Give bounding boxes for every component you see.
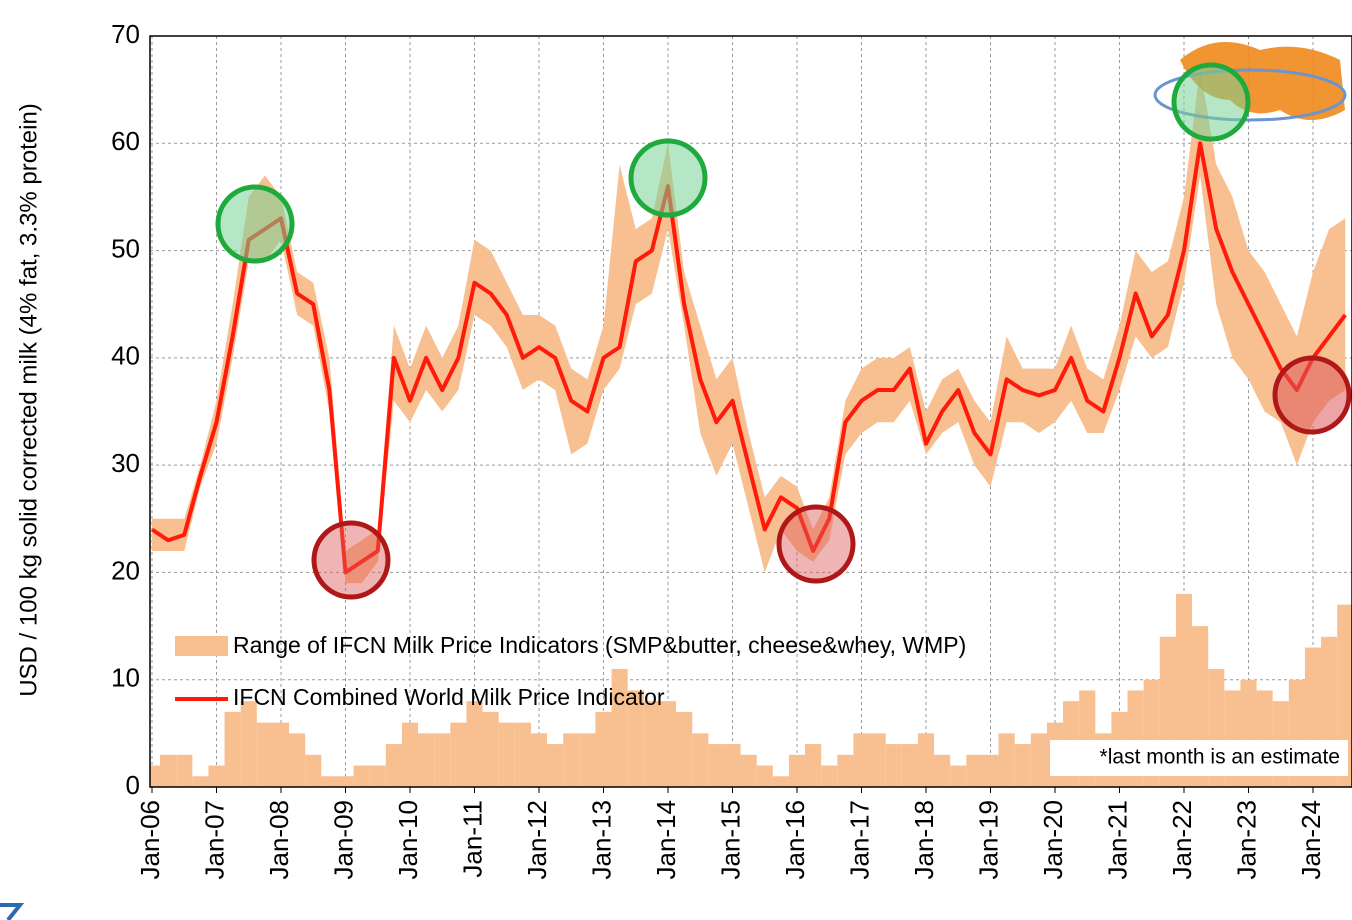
- bar: [676, 711, 693, 787]
- legend-label: IFCN Combined World Milk Price Indicator: [233, 684, 665, 710]
- annotation-bg: [1050, 740, 1348, 776]
- bar: [934, 754, 951, 787]
- bar: [434, 733, 451, 787]
- x-tick-label: Jan-09: [328, 800, 358, 880]
- annotation: *last month is an estimate: [1100, 746, 1340, 769]
- bar: [450, 722, 467, 787]
- x-tick-label: Jan-13: [586, 800, 616, 880]
- bar: [885, 744, 902, 787]
- bar: [272, 722, 290, 787]
- legend: Range of IFCN Milk Price Indicators (SMP…: [175, 632, 966, 710]
- bar: [369, 765, 386, 787]
- bar: [482, 711, 499, 787]
- legend-swatch: [175, 636, 228, 656]
- x-tick-label: Jan-12: [522, 800, 552, 880]
- bar: [998, 733, 1015, 787]
- x-tick-label: Jan-08: [264, 800, 294, 880]
- bar: [418, 733, 435, 787]
- bar: [579, 733, 596, 787]
- bar: [692, 733, 709, 787]
- bar: [901, 744, 918, 787]
- bar: [176, 754, 193, 787]
- price-line: [150, 141, 1347, 575]
- bar: [160, 754, 177, 787]
- bar: [917, 733, 935, 787]
- bar: [643, 701, 660, 787]
- x-tick-label: Jan-07: [199, 800, 229, 880]
- y-tick-label: 10: [111, 663, 140, 693]
- x-tick-label: Jan-17: [844, 800, 874, 880]
- bar: [385, 744, 402, 787]
- x-tick-label: Jan-06: [135, 800, 165, 880]
- range-area: [152, 68, 1346, 584]
- bar: [321, 776, 338, 787]
- corner-logo: [0, 903, 25, 920]
- plot: [150, 68, 1352, 787]
- x-tick-label: Jan-14: [651, 800, 681, 880]
- x-tick-label: Jan-19: [973, 800, 1003, 880]
- bar: [1030, 733, 1047, 787]
- bar: [869, 733, 886, 787]
- bar: [788, 754, 806, 787]
- bar: [256, 722, 273, 787]
- plot-border: [149, 35, 1352, 788]
- y-tick-label: 40: [111, 341, 140, 371]
- bar: [982, 754, 999, 787]
- x-tick-label: Jan-23: [1231, 800, 1261, 880]
- bar: [401, 722, 419, 787]
- bar: [353, 765, 370, 787]
- y-tick-label: 20: [111, 555, 140, 585]
- bar: [821, 765, 838, 787]
- bar: [595, 711, 612, 787]
- x-tick-label: Jan-16: [780, 800, 810, 880]
- bar: [466, 701, 483, 787]
- x-tick-label: Jan-21: [1102, 800, 1132, 880]
- x-tick-label: Jan-10: [393, 800, 423, 880]
- bar: [805, 744, 822, 787]
- bar: [514, 722, 531, 787]
- y-tick-label: 70: [111, 19, 140, 49]
- bar: [627, 690, 644, 787]
- x-tick-label: Jan-18: [909, 800, 939, 880]
- bar: [740, 754, 757, 787]
- bar: [1175, 593, 1193, 787]
- bar: [659, 701, 677, 787]
- bar: [305, 754, 322, 787]
- legend-label: Range of IFCN Milk Price Indicators (SMP…: [233, 632, 966, 658]
- bar: [240, 701, 257, 787]
- bar: [837, 754, 854, 787]
- bar: [611, 668, 628, 787]
- x-tick-label: Jan-22: [1167, 800, 1197, 880]
- x-tick-label: Jan-15: [715, 800, 745, 880]
- bar: [950, 765, 967, 787]
- logo: [1153, 42, 1347, 122]
- y-axis-label: USD / 100 kg solid corrected milk (4% fa…: [15, 103, 42, 697]
- bar: [853, 733, 870, 787]
- bar: [208, 765, 225, 787]
- y-tick-label: 30: [111, 448, 140, 478]
- highlight-circles: [215, 62, 1352, 600]
- bar: [547, 744, 564, 787]
- bar: [530, 733, 548, 787]
- bar: [192, 776, 209, 787]
- bar: [966, 754, 983, 787]
- x-tick-label: Jan-24: [1296, 800, 1326, 880]
- x-tick-label: Jan-11: [457, 800, 487, 878]
- y-tick-label: 0: [126, 770, 140, 800]
- bar: [756, 765, 773, 787]
- x-tick-label: Jan-20: [1038, 800, 1068, 880]
- bar: [772, 776, 789, 787]
- bar: [563, 733, 580, 787]
- y-tick-label: 60: [111, 126, 140, 156]
- bar: [150, 765, 161, 787]
- bar: [724, 744, 741, 787]
- bar: [337, 776, 354, 787]
- bar: [289, 733, 306, 787]
- bar: [498, 722, 515, 787]
- bar: [224, 711, 241, 787]
- y-tick-label: 50: [111, 233, 140, 263]
- bar: [1014, 744, 1031, 787]
- bar: [708, 744, 725, 787]
